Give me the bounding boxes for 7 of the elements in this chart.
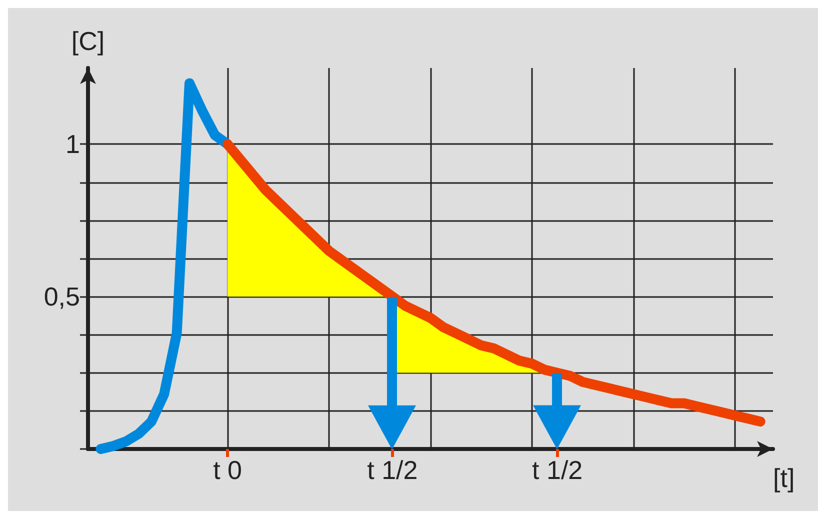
x-axis-title: [t] <box>773 463 795 493</box>
y-tick-label: 1 <box>66 129 80 160</box>
x-tick-label: t 1/2 <box>532 455 583 485</box>
y-axis-title: [C] <box>71 26 105 56</box>
x-tick-label: t 1/2 <box>367 455 418 485</box>
y-tick-label: 0,5 <box>44 282 80 312</box>
x-tick-label: t 0 <box>213 455 242 485</box>
